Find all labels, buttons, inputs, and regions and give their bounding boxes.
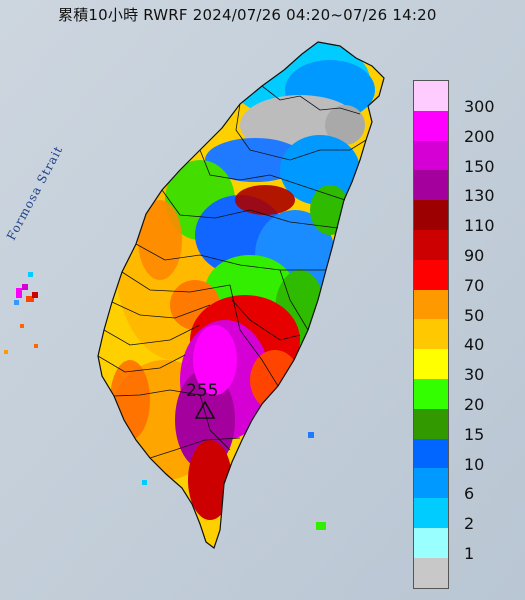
legend-swatch bbox=[414, 527, 448, 558]
legend-label: 150 bbox=[464, 156, 495, 176]
legend-swatch bbox=[414, 349, 448, 379]
legend-swatch bbox=[414, 170, 448, 201]
color-legend bbox=[413, 80, 449, 589]
legend-swatch bbox=[414, 110, 448, 141]
legend-label: 300 bbox=[464, 97, 495, 116]
legend-swatch bbox=[414, 319, 448, 350]
peak-value-label: 255 bbox=[186, 381, 219, 401]
legend-label: 50 bbox=[464, 305, 485, 325]
county-boundaries bbox=[97, 41, 385, 549]
map-title: 累積10小時 RWRF 2024/07/26 04:20~07/26 14:20 bbox=[58, 6, 437, 24]
legend-swatch bbox=[414, 229, 448, 260]
legend-label: 1 bbox=[464, 544, 475, 563]
peak-marker bbox=[194, 400, 216, 419]
rain-fields bbox=[110, 42, 375, 520]
legend-label: 90 bbox=[464, 246, 485, 265]
legend-label: 15 bbox=[464, 424, 485, 444]
legend-swatch bbox=[414, 438, 448, 469]
legend-swatch bbox=[414, 378, 448, 409]
legend-swatch bbox=[414, 259, 448, 290]
legend-swatch bbox=[414, 408, 448, 439]
legend-label: 2 bbox=[464, 514, 475, 534]
legend-swatch bbox=[414, 81, 448, 111]
offshore-islands bbox=[4, 272, 326, 530]
legend-label: 110 bbox=[464, 216, 495, 236]
legend-swatch bbox=[414, 468, 448, 499]
legend-label: 40 bbox=[464, 335, 485, 355]
legend-label: 30 bbox=[464, 365, 485, 385]
legend-swatch bbox=[414, 498, 448, 528]
triangle-marker-icon bbox=[194, 400, 216, 419]
legend-swatch bbox=[414, 140, 448, 171]
legend-swatch bbox=[414, 557, 448, 588]
legend-label: 200 bbox=[464, 126, 495, 146]
legend-swatch bbox=[414, 200, 448, 230]
legend-label: 70 bbox=[464, 275, 485, 295]
legend-label: 20 bbox=[464, 395, 485, 414]
legend-label: 10 bbox=[464, 454, 485, 474]
legend-label: 130 bbox=[464, 186, 495, 206]
legend-label: 6 bbox=[464, 484, 475, 504]
legend-swatch bbox=[414, 289, 448, 320]
